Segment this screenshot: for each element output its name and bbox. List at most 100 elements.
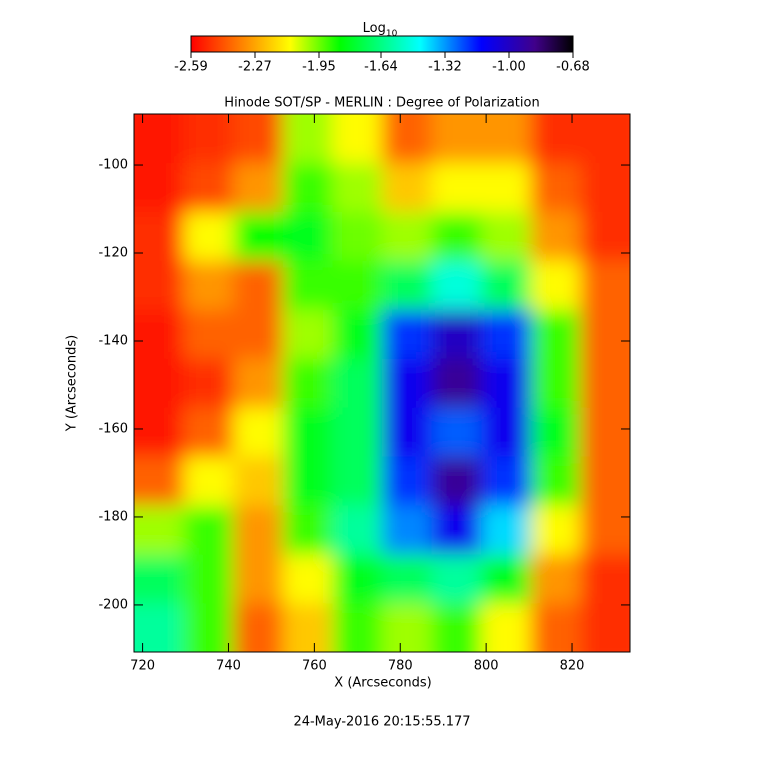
heat-cell xyxy=(332,358,383,409)
heat-cell xyxy=(282,309,333,360)
heat-cell xyxy=(481,163,532,213)
y-tick-label: -140 xyxy=(98,333,128,348)
heat-cell xyxy=(332,505,383,556)
heat-cell xyxy=(282,163,333,213)
heat-cell xyxy=(431,407,482,457)
heatmap-cells xyxy=(134,114,630,652)
heat-cell xyxy=(183,505,234,556)
x-tick-label: 720 xyxy=(130,659,155,674)
heat-cell xyxy=(580,309,630,360)
heat-cell xyxy=(382,309,433,360)
colorbar-tick-label: -1.95 xyxy=(302,60,336,75)
x-tick-label: 800 xyxy=(474,659,499,674)
x-axis-label: X (Arcseconds) xyxy=(334,676,431,691)
heat-cell xyxy=(431,114,482,164)
heat-cell xyxy=(233,407,284,457)
heatmap xyxy=(134,114,630,652)
y-tick-label: -100 xyxy=(98,158,128,173)
heat-cell xyxy=(530,407,581,457)
heat-cell xyxy=(332,211,383,262)
heat-cell xyxy=(134,260,185,311)
heat-cell xyxy=(431,163,482,213)
y-tick-label: -120 xyxy=(98,246,128,261)
heat-cell xyxy=(580,456,630,507)
heat-cell xyxy=(233,211,284,262)
heat-cell xyxy=(580,505,630,556)
heat-cell xyxy=(580,603,630,652)
heat-cell xyxy=(431,260,482,311)
heat-cell xyxy=(332,603,383,652)
heat-cell xyxy=(382,211,433,262)
heat-cell xyxy=(530,358,581,409)
heat-cell xyxy=(134,358,185,409)
timestamp: 24-May-2016 20:15:55.177 xyxy=(293,715,470,730)
heat-cell xyxy=(530,114,581,164)
heat-cell xyxy=(134,114,185,164)
heat-cell xyxy=(233,603,284,652)
heat-cell xyxy=(134,309,185,360)
heat-cell xyxy=(580,163,630,213)
colorbar-tick-label: -1.00 xyxy=(492,60,526,75)
colorbar xyxy=(190,35,574,53)
heat-cell xyxy=(382,407,433,457)
heat-cell xyxy=(134,505,185,556)
plot-frame xyxy=(133,113,631,653)
heat-cell xyxy=(183,163,234,213)
colorbar-tick-label: -2.27 xyxy=(238,60,272,75)
colorbar-tick-label: -1.32 xyxy=(428,60,462,75)
heat-cell xyxy=(233,163,284,213)
x-tick-label: 740 xyxy=(216,659,241,674)
y-tick-label: -160 xyxy=(98,421,128,436)
heat-cell xyxy=(134,407,185,457)
heat-cell xyxy=(481,211,532,262)
heat-cell xyxy=(530,603,581,652)
heat-cell xyxy=(332,407,383,457)
heat-cell xyxy=(382,554,433,604)
heat-cell xyxy=(481,456,532,507)
heat-cell xyxy=(332,456,383,507)
heat-cell xyxy=(382,163,433,213)
colorbar-tick-label: -2.59 xyxy=(174,60,208,75)
heat-cell xyxy=(431,211,482,262)
heat-cell xyxy=(382,456,433,507)
heat-cell xyxy=(431,603,482,652)
heat-cell xyxy=(332,260,383,311)
colorbar-label: Log10 xyxy=(363,21,398,39)
heat-cell xyxy=(233,456,284,507)
heat-cell xyxy=(431,505,482,556)
heat-cell xyxy=(580,260,630,311)
heat-cell xyxy=(382,114,433,164)
heat-cell xyxy=(183,407,234,457)
heat-cell xyxy=(183,603,234,652)
heat-cell xyxy=(233,114,284,164)
heat-cell xyxy=(183,211,234,262)
x-tick-label: 820 xyxy=(560,659,585,674)
heat-cell xyxy=(530,163,581,213)
heat-cell xyxy=(183,358,234,409)
heat-cell xyxy=(481,309,532,360)
heat-cell xyxy=(431,456,482,507)
heat-cell xyxy=(580,358,630,409)
heat-cell xyxy=(332,114,383,164)
heat-cell xyxy=(183,260,234,311)
heat-cell xyxy=(233,554,284,604)
heat-cell xyxy=(332,163,383,213)
heat-cell xyxy=(530,456,581,507)
heat-cell xyxy=(382,260,433,311)
heat-cell xyxy=(183,554,234,604)
heat-cell xyxy=(580,407,630,457)
heat-cell xyxy=(332,554,383,604)
heat-cell xyxy=(282,114,333,164)
heat-cell xyxy=(233,260,284,311)
heat-cell xyxy=(382,358,433,409)
heat-cell xyxy=(431,554,482,604)
heat-cell xyxy=(382,603,433,652)
heat-cell xyxy=(431,309,482,360)
x-tick-label: 760 xyxy=(302,659,327,674)
heat-cell xyxy=(382,505,433,556)
heat-cell xyxy=(183,456,234,507)
heat-cell xyxy=(282,407,333,457)
heat-cell xyxy=(282,554,333,604)
heat-cell xyxy=(481,603,532,652)
